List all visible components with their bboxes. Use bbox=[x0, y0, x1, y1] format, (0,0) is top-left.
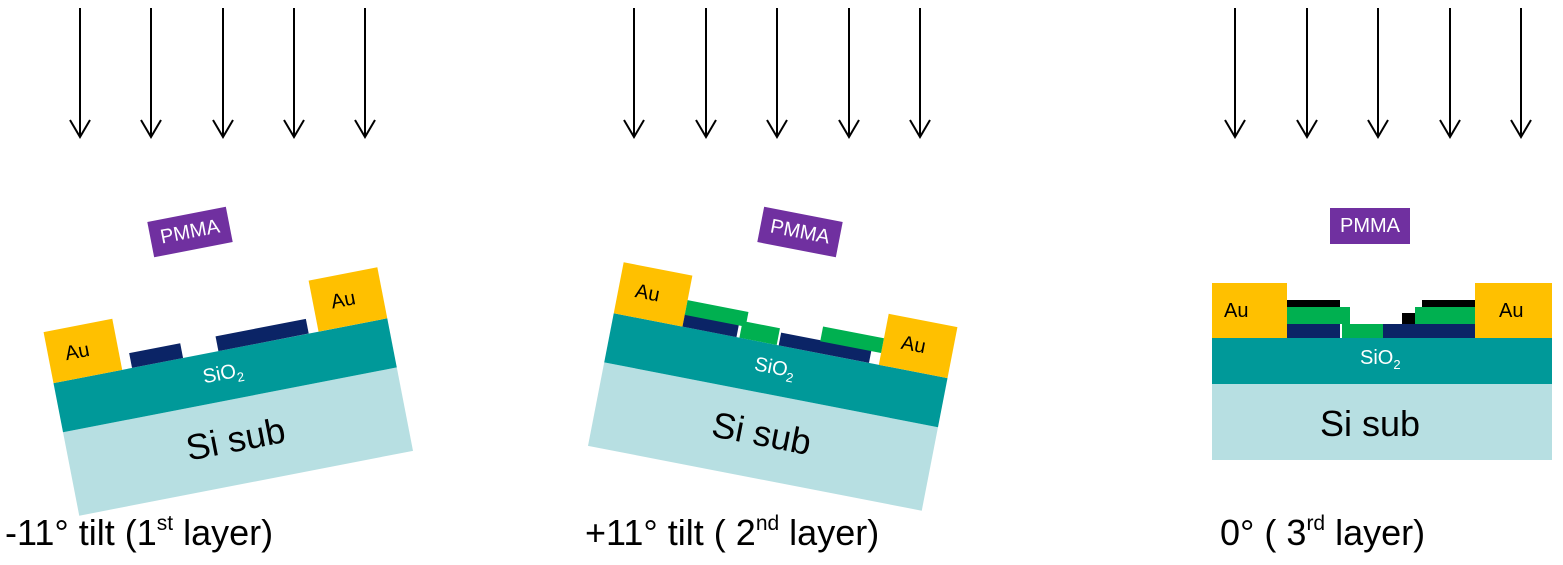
panel-1: PMMA Au Au SiO2 Si sub -11° tilt (1st la… bbox=[0, 0, 520, 565]
au-label-right: Au bbox=[329, 287, 358, 314]
au-pad-left bbox=[1212, 283, 1287, 338]
si-sub-label: Si sub bbox=[1320, 403, 1421, 444]
deposit-layer-1 bbox=[1383, 324, 1475, 338]
panel-3: PMMA Au Au SiO2 Si sub 0° ( 3rd layer) bbox=[1150, 0, 1563, 565]
pmma-label: PMMA bbox=[1330, 208, 1410, 244]
substrate-stack: Au Au SiO2 Si sub bbox=[1212, 283, 1552, 460]
substrate-stack: Au Au SiO2 Si sub bbox=[587, 259, 958, 511]
au-label-left: Au bbox=[633, 280, 662, 307]
beam-arrows bbox=[1224, 8, 1532, 139]
deposit-layer-2 bbox=[1415, 307, 1475, 324]
pmma-label: PMMA bbox=[147, 206, 233, 258]
au-pad-right bbox=[1475, 283, 1552, 338]
si-substrate bbox=[1212, 384, 1552, 460]
panel-2: PMMA Au Au SiO2 Si sub +11° tilt ( 2nd l… bbox=[560, 0, 1080, 565]
au-label-right: Au bbox=[1499, 300, 1524, 322]
caption-1: -11° tilt (1st layer) bbox=[5, 512, 274, 553]
deposit-layer-3 bbox=[1287, 300, 1340, 307]
pmma-label: PMMA bbox=[757, 206, 843, 258]
deposit-layer-2 bbox=[1342, 324, 1383, 338]
caption-2: +11° tilt ( 2nd layer) bbox=[585, 512, 880, 553]
au-label-left: Au bbox=[1224, 300, 1249, 322]
deposit-layer-3 bbox=[1402, 313, 1415, 324]
sio2-layer bbox=[1212, 338, 1552, 384]
au-label-right: Au bbox=[899, 331, 928, 359]
au-label-left: Au bbox=[63, 338, 92, 366]
deposit-layer-2 bbox=[1287, 307, 1350, 324]
deposit-layer-3 bbox=[1422, 300, 1475, 307]
deposit-layer-1 bbox=[1287, 324, 1340, 338]
sio2-label: SiO2 bbox=[1360, 347, 1401, 372]
substrate-stack: Au Au SiO2 Si sub bbox=[43, 264, 414, 516]
beam-arrows bbox=[623, 8, 931, 139]
beam-arrows bbox=[69, 8, 376, 139]
caption-3: 0° ( 3rd layer) bbox=[1220, 512, 1426, 553]
